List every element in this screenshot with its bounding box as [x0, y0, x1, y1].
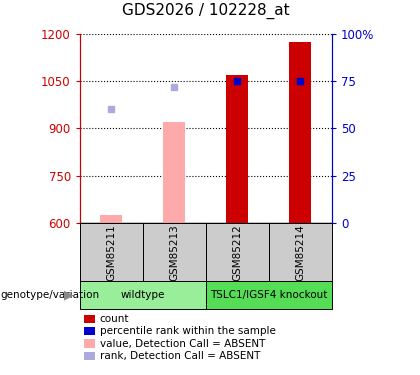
Text: GSM85211: GSM85211: [106, 224, 116, 280]
Bar: [206, 281, 332, 309]
Bar: [80, 223, 143, 281]
Text: count: count: [100, 314, 129, 324]
Bar: [80, 281, 206, 309]
Text: ▶: ▶: [64, 289, 74, 302]
Bar: [206, 223, 269, 281]
Text: value, Detection Call = ABSENT: value, Detection Call = ABSENT: [100, 339, 265, 348]
Bar: [289, 42, 311, 223]
Bar: [226, 75, 248, 223]
Text: percentile rank within the sample: percentile rank within the sample: [100, 326, 276, 336]
Bar: [269, 223, 332, 281]
Text: GSM85213: GSM85213: [169, 224, 179, 280]
Text: genotype/variation: genotype/variation: [0, 290, 99, 300]
Text: GSM85212: GSM85212: [232, 224, 242, 280]
Text: rank, Detection Call = ABSENT: rank, Detection Call = ABSENT: [100, 351, 260, 361]
Text: GSM85214: GSM85214: [295, 224, 305, 280]
Bar: [143, 223, 206, 281]
Text: GDS2026 / 102228_at: GDS2026 / 102228_at: [122, 3, 290, 19]
Text: wildtype: wildtype: [121, 290, 165, 300]
Bar: [100, 215, 122, 223]
Bar: [163, 122, 185, 223]
Text: TSLC1/IGSF4 knockout: TSLC1/IGSF4 knockout: [210, 290, 328, 300]
